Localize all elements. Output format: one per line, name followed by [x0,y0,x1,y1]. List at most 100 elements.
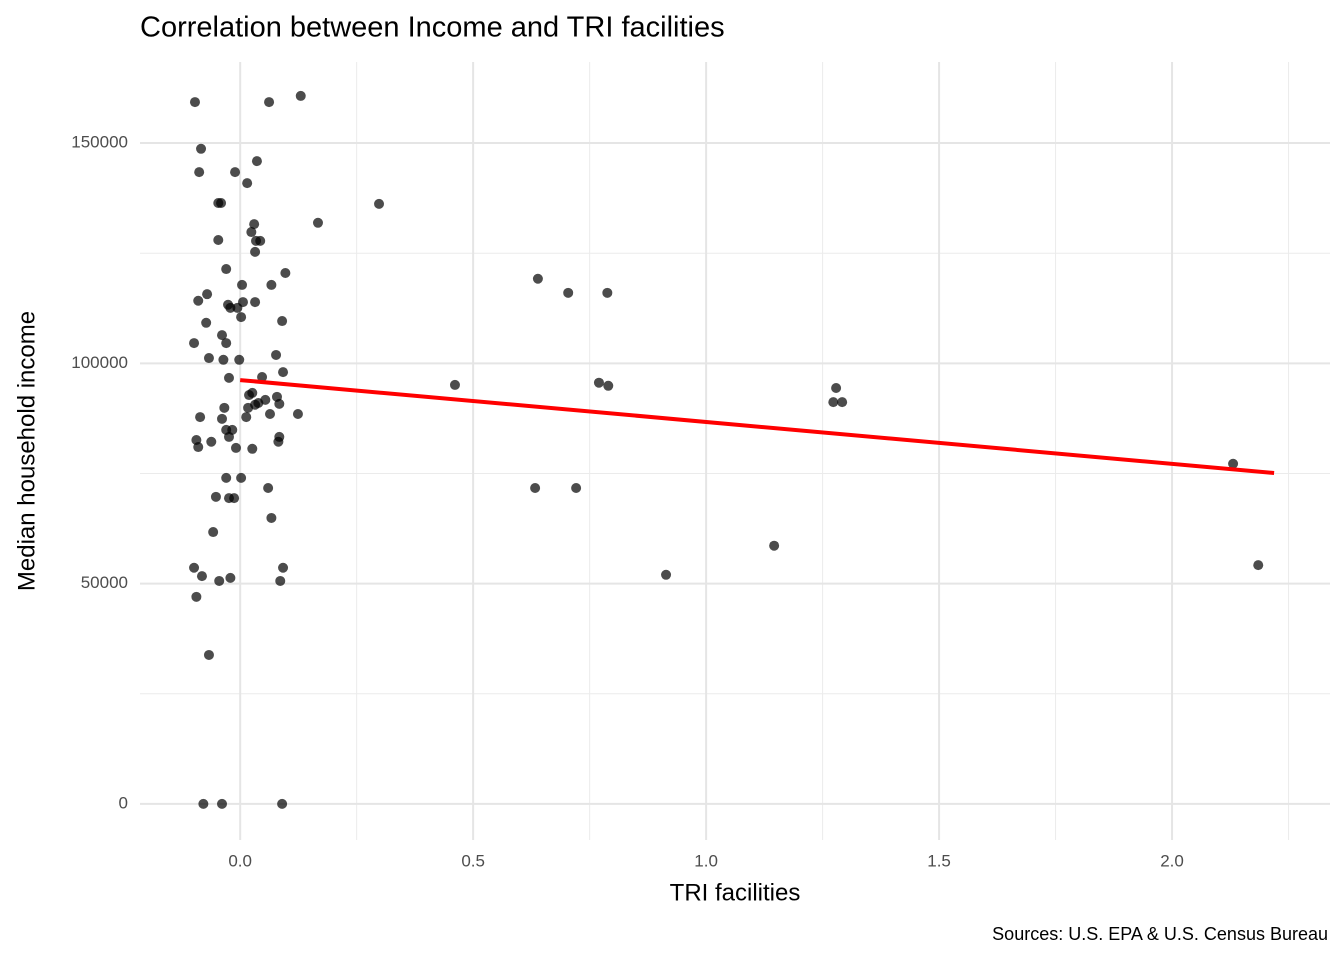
point [292,408,303,419]
point [206,436,217,447]
point [249,219,260,230]
point [264,408,275,419]
point [195,412,206,423]
point [828,397,839,408]
point [210,491,221,502]
point [264,97,275,108]
point [218,354,229,365]
point [213,234,224,245]
point [203,353,214,364]
point [661,569,672,580]
point [203,649,214,660]
point [201,317,212,328]
point [280,268,291,279]
point [223,372,234,383]
point [530,483,541,494]
point [230,167,241,178]
point [277,316,288,327]
point [266,279,277,290]
point [236,472,247,483]
point [221,472,232,483]
point [189,97,200,108]
point [831,383,842,394]
point [250,246,261,257]
x-tick-label: 0.0 [228,851,252,870]
point [243,402,254,413]
point [214,575,225,586]
x-tick-label: 1.0 [694,851,718,870]
point [257,371,268,382]
point [277,798,288,809]
point [191,591,202,602]
point [603,380,614,391]
point [278,562,289,573]
point [193,442,204,453]
y-axis-label: Median household income [13,311,40,591]
point [221,338,232,349]
point [246,227,257,238]
x-axis-label: TRI facilities [670,879,801,906]
caption: Sources: U.S. EPA & U.S. Census Bureau [992,924,1328,944]
point [251,235,262,246]
y-tick-label: 0 [119,793,128,812]
point [247,387,258,398]
point [263,483,274,494]
point [241,412,252,423]
chart-title: Correlation between Income and TRI facil… [140,12,725,44]
point [196,571,207,582]
point [593,377,604,388]
point [1228,458,1239,469]
point [219,402,230,413]
y-tick-label: 150000 [71,133,128,152]
point [234,354,245,365]
point [237,279,248,290]
point [837,397,848,408]
point [202,289,213,300]
point [225,572,236,583]
point [275,575,286,586]
point [769,540,780,551]
x-tick-label: 0.5 [461,851,485,870]
point [295,90,306,101]
x-tick-label: 2.0 [1160,851,1184,870]
point [217,330,228,341]
point [278,367,289,378]
point [198,798,209,809]
point [194,167,205,178]
point [532,273,543,284]
point [242,178,253,189]
x-tick-label: 1.5 [927,851,951,870]
point [208,527,219,538]
point [223,431,234,442]
point [374,198,385,209]
point [189,338,200,349]
point [273,436,284,447]
y-tick-label: 50000 [81,573,128,592]
point [217,798,228,809]
point [271,349,282,360]
point [274,398,285,409]
point [221,264,232,275]
point [250,297,261,308]
point [196,143,207,154]
point [563,287,574,298]
point [193,295,204,306]
point [225,302,236,313]
point [449,379,460,390]
point [247,443,258,454]
point [253,397,264,408]
point [189,562,200,573]
point [217,413,228,424]
point [216,197,227,208]
point [266,512,277,523]
point [229,493,240,504]
trend-line [239,378,1275,476]
y-tick-label: 100000 [71,353,128,372]
point [237,297,248,308]
point [312,217,323,228]
point [236,312,247,323]
point [251,156,262,167]
point [571,483,582,494]
point [602,287,613,298]
